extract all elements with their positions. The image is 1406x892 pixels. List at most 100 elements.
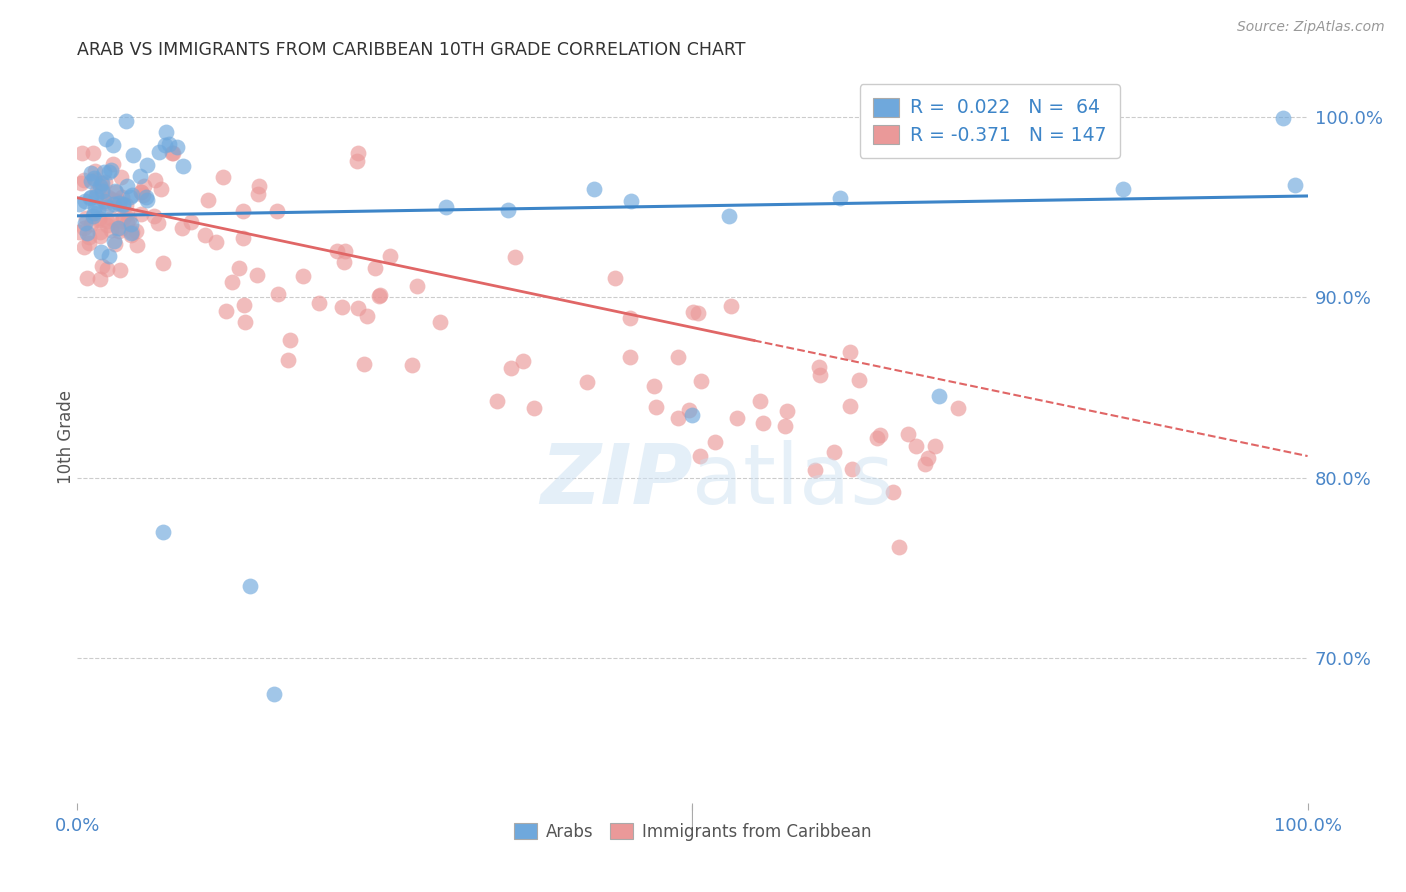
Point [91,184,114,198]
Point [830,191,852,205]
Point [643,378,665,392]
Point [749,394,772,409]
Point [239,579,262,593]
Point [90,177,112,191]
Point [108,224,131,238]
Point [67,197,90,211]
Point [166,140,188,154]
Point [889,541,911,555]
Point [118,190,141,204]
Point [804,463,827,477]
Point [72,145,94,160]
Point [644,400,666,414]
Point [776,404,799,418]
Point [89,229,111,244]
Point [1272,112,1295,126]
Point [96,214,118,228]
Point [110,221,132,235]
Point [247,186,270,201]
Point [583,182,606,196]
Point [136,158,159,172]
Point [84,164,107,178]
Point [221,275,243,289]
Point [247,178,270,193]
Point [364,260,387,275]
Point [773,419,796,434]
Point [104,236,127,251]
Point [127,238,149,252]
Point [356,309,378,323]
Point [752,416,775,430]
Point [523,401,546,416]
Point [111,214,134,228]
Point [155,125,177,139]
Point [93,175,115,189]
Point [107,221,129,235]
Point [91,182,114,196]
Point [96,132,118,146]
Point [823,445,845,459]
Point [135,194,157,208]
Point [429,315,451,329]
Point [162,145,184,160]
Point [720,299,742,313]
Point [87,202,110,217]
Point [485,393,508,408]
Point [353,357,375,371]
Point [153,138,176,153]
Point [121,225,143,239]
Point [682,305,704,319]
Point [110,169,132,184]
Point [87,211,110,225]
Point [725,411,748,425]
Point [280,333,302,347]
Point [263,688,285,702]
Point [104,184,127,198]
Point [143,173,166,187]
Point [108,263,131,277]
Point [115,215,138,229]
Point [73,221,96,235]
Point [505,250,527,264]
Point [80,166,103,180]
Point [152,256,174,270]
Point [97,249,120,263]
Point [103,156,125,170]
Point [233,298,256,312]
Point [718,209,741,223]
Point [87,213,110,227]
Point [576,376,599,390]
Point [111,198,134,212]
Point [93,165,115,179]
Point [917,451,939,466]
Point [115,178,138,193]
Point [330,301,353,315]
Point [401,358,423,372]
Point [214,304,236,318]
Point [79,192,101,206]
Point [142,209,165,223]
Point [108,197,131,211]
Point [152,524,174,539]
Point [157,137,180,152]
Point [131,188,153,202]
Point [148,145,170,159]
Text: ZIP: ZIP [540,441,693,522]
Text: Source: ZipAtlas.com: Source: ZipAtlas.com [1237,20,1385,34]
Point [131,206,153,220]
Point [84,199,107,213]
Point [73,194,96,208]
Point [267,287,290,301]
Point [172,159,194,173]
Point [96,200,118,214]
Point [689,449,711,463]
Point [120,227,142,242]
Point [125,224,148,238]
Point [808,368,831,382]
Point [232,204,254,219]
Point [170,220,193,235]
Point [277,353,299,368]
Point [512,354,534,368]
Point [82,145,104,160]
Point [678,403,700,417]
